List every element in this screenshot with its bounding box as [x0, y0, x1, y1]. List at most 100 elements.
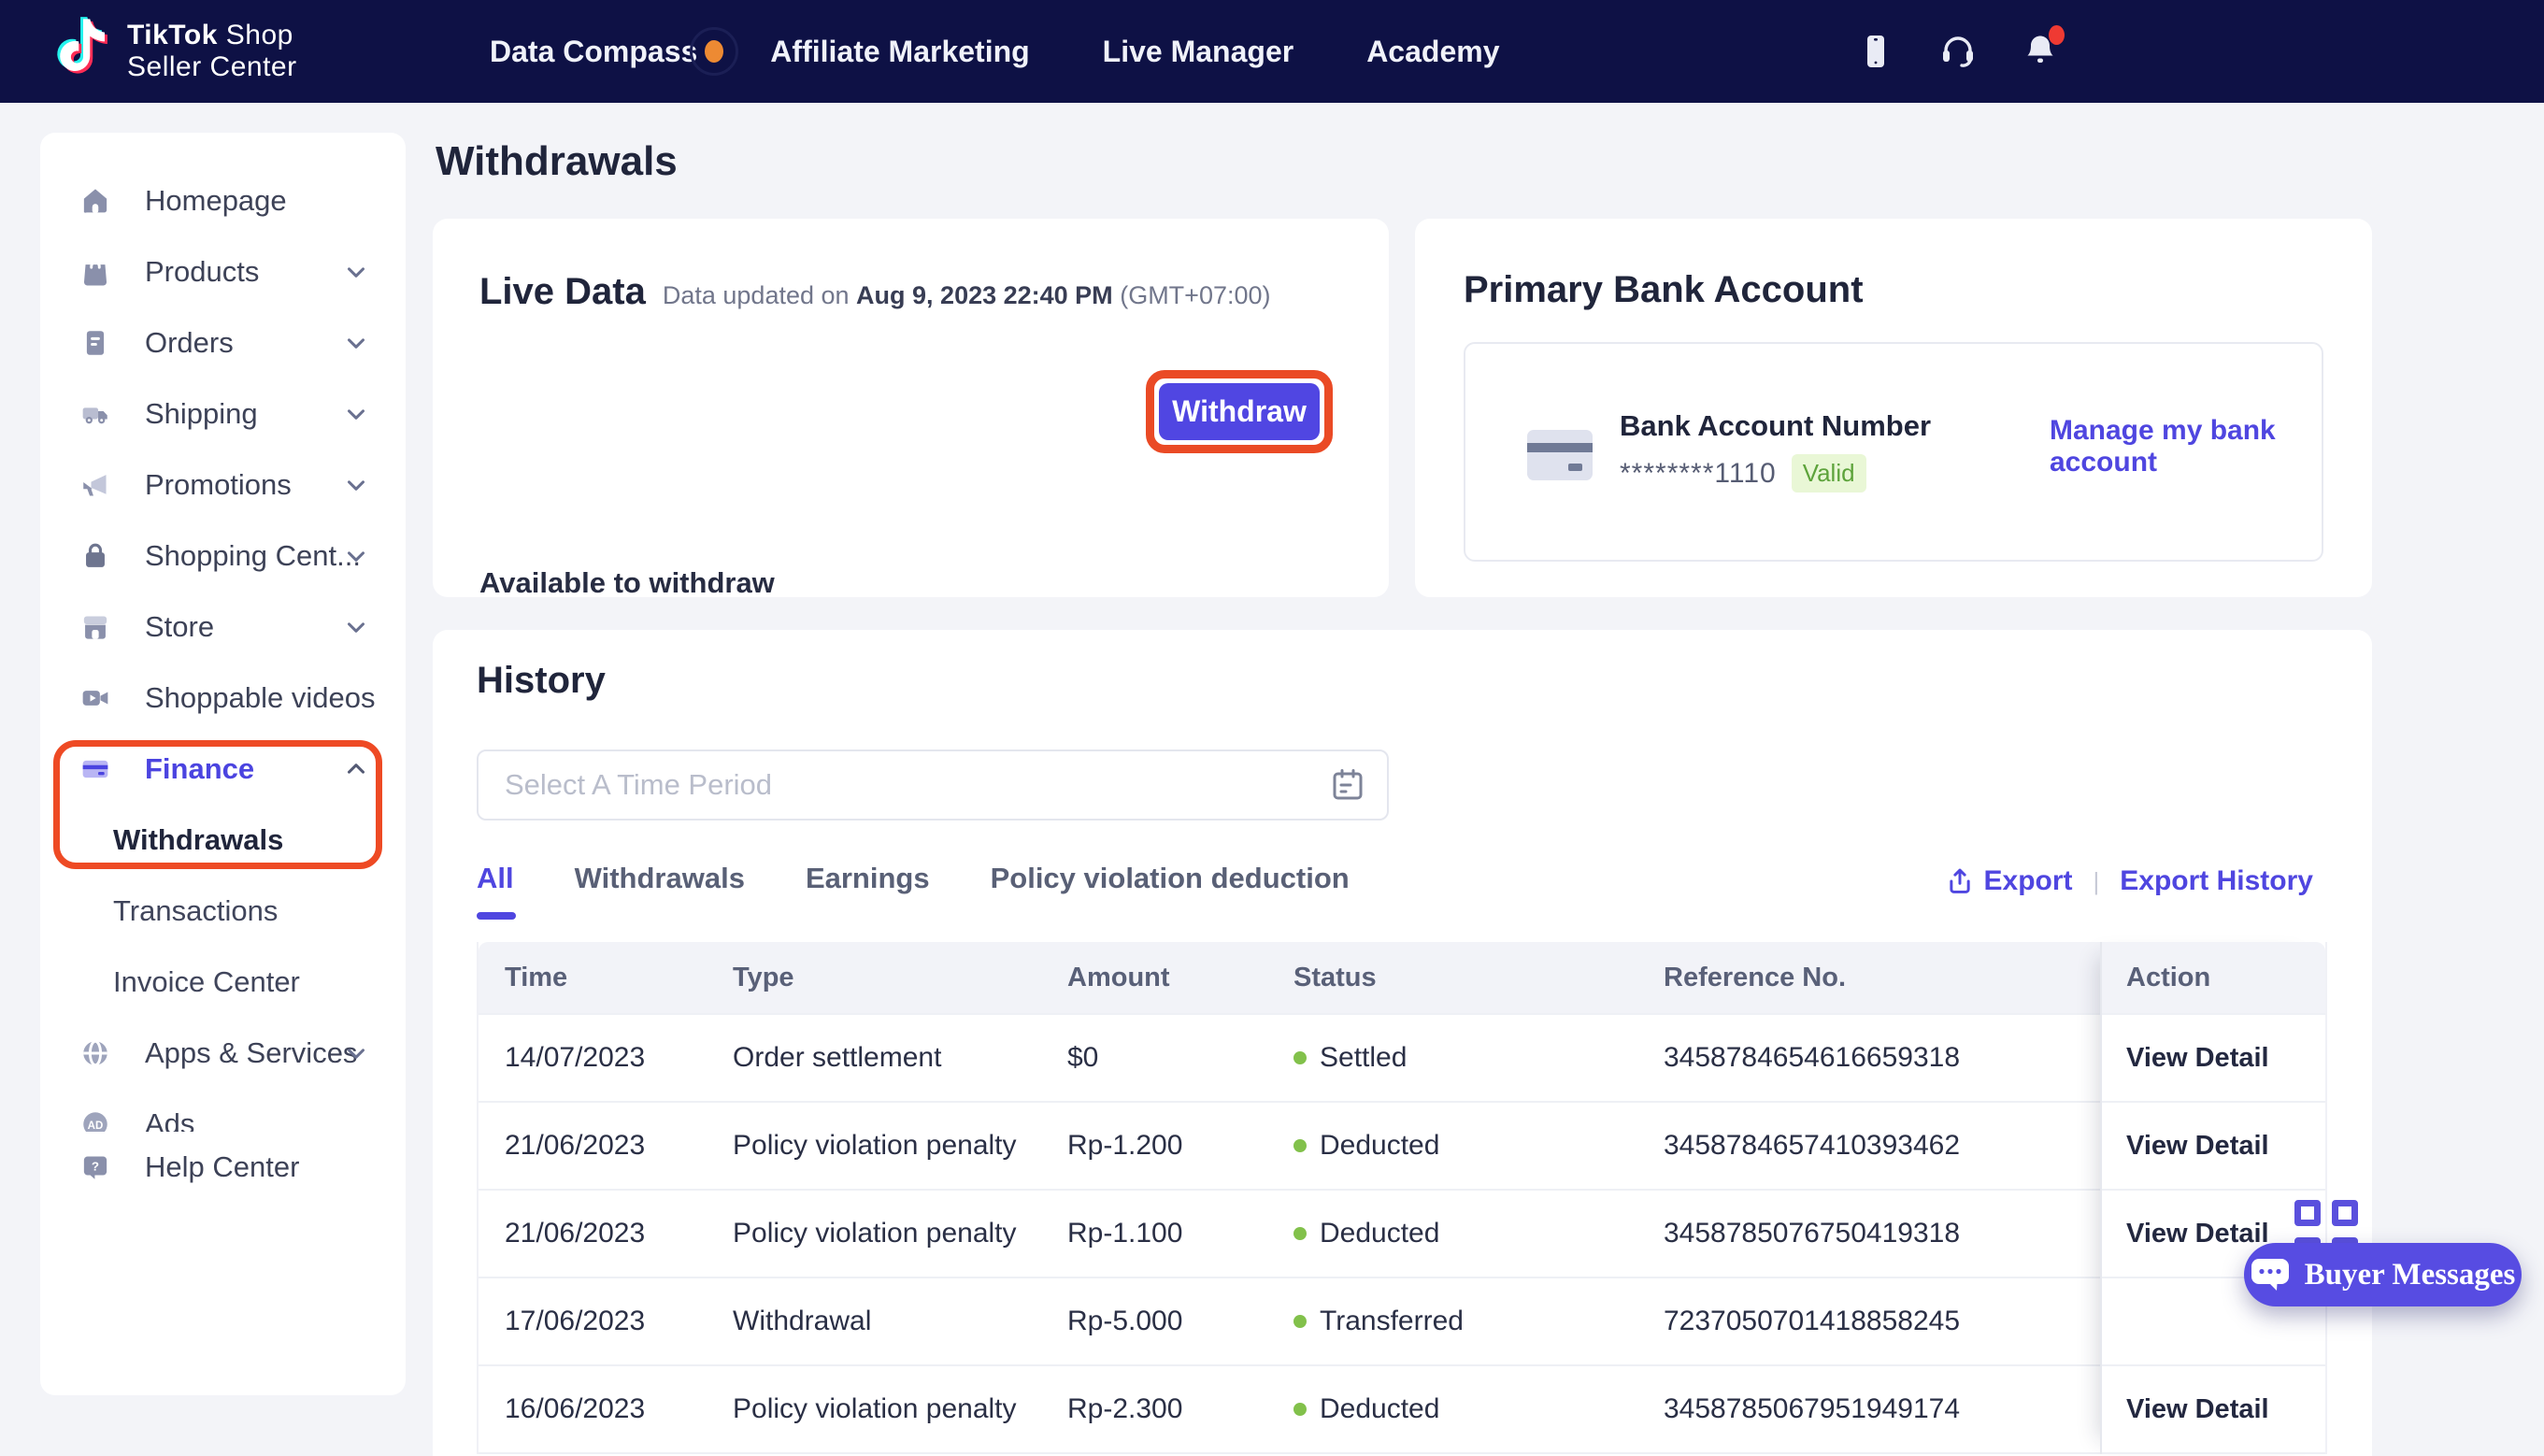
chevron-down-icon	[348, 1049, 364, 1059]
view-detail-link[interactable]: View Detail	[2126, 1130, 2269, 1161]
sidebar-item-orders[interactable]: Orders	[40, 307, 406, 378]
nav-live-manager[interactable]: Live Manager	[1102, 34, 1294, 68]
chevron-down-icon	[348, 480, 364, 491]
cell-time: 17/06/2023	[505, 1306, 646, 1336]
sidebar-item-apps-services[interactable]: Apps & Services	[40, 1018, 406, 1089]
sidebar-item-finance[interactable]: Finance	[40, 734, 406, 805]
orders-doc-icon	[86, 331, 105, 355]
export-button[interactable]: Export	[1945, 865, 2073, 897]
table-row: 21/06/2023 Policy violation penalty Rp-1…	[479, 1191, 2325, 1278]
sidebar-item-shipping[interactable]: Shipping	[40, 378, 406, 450]
export-actions: Export | Export History	[1945, 865, 2313, 897]
help-icon: ?	[83, 1156, 107, 1179]
cell-reference: 7237050701418858245	[1664, 1306, 1961, 1336]
col-status: Status	[1293, 962, 1377, 992]
notifications-bell-icon[interactable]	[2020, 25, 2065, 72]
products-bag-icon	[83, 261, 107, 286]
tab-earnings[interactable]: Earnings	[805, 862, 930, 894]
history-title: History	[477, 660, 606, 701]
col-action: Action	[2126, 962, 2211, 992]
cell-status: Deducted	[1267, 1130, 1637, 1162]
primary-bank-account-card: Primary Bank Account Bank Account Number…	[1415, 219, 2372, 597]
col-time: Time	[505, 962, 568, 992]
status-dot	[1293, 1051, 1307, 1064]
cell-type: Order settlement	[733, 1042, 942, 1073]
sidebar-item-store[interactable]: Store	[40, 592, 406, 663]
support-headset-icon[interactable]	[1937, 31, 1979, 72]
cell-amount: Rp-2.300	[1067, 1393, 1183, 1424]
sidebar: Homepage Products Orders Shipping Promot…	[40, 133, 406, 1395]
bank-account-box: Bank Account Number ********1110 Valid M…	[1464, 342, 2323, 562]
new-feature-dot	[705, 40, 724, 63]
cell-reference: 3458785076750419318	[1664, 1218, 1961, 1249]
sidebar-item-products[interactable]: Products	[40, 236, 406, 307]
cell-time: 14/07/2023	[505, 1042, 646, 1073]
logo-seller-center: Seller Center	[127, 51, 297, 82]
sidebar-label: Help Center	[145, 1150, 300, 1183]
history-table: Time Type Amount Status Reference No. Ac…	[477, 942, 2327, 1454]
sidebar-label: Promotions	[145, 468, 292, 501]
cell-reference: 3458784654616659318	[1664, 1042, 1961, 1073]
cell-reference: 3458784657410393462	[1664, 1130, 1961, 1161]
live-data-title: Live Data	[479, 271, 646, 312]
sidebar-item-homepage[interactable]: Homepage	[40, 165, 406, 236]
sidebar-item-invoice-center[interactable]: Invoice Center	[40, 947, 406, 1018]
masked-account-number: ********1110	[1620, 457, 1777, 489]
nav-affiliate-marketing[interactable]: Affiliate Marketing	[770, 34, 1030, 68]
available-to-withdraw-label: Available to withdraw	[479, 566, 775, 599]
nav-academy[interactable]: Academy	[1366, 34, 1500, 68]
sidebar-item-ads[interactable]: AD Ads	[40, 1089, 406, 1132]
tiktok-shop-logo[interactable]: TikTok Shop Seller Center	[54, 13, 297, 90]
withdraw-button[interactable]: Withdraw	[1159, 383, 1320, 440]
bank-card-title: Primary Bank Account	[1464, 269, 1864, 310]
table-row: 21/06/2023 Policy violation penalty Rp-1…	[479, 1103, 2325, 1191]
export-history-button[interactable]: Export History	[2120, 865, 2313, 896]
bank-account-number-label: Bank Account Number	[1620, 409, 1932, 442]
time-period-field	[477, 749, 1389, 821]
table-row: 17/06/2023 Withdrawal Rp-5.000 Transferr…	[479, 1278, 2325, 1366]
tab-policy-violation-deduction[interactable]: Policy violation deduction	[990, 862, 1350, 894]
mobile-app-icon[interactable]	[1855, 31, 1896, 72]
video-camera-icon	[82, 691, 108, 706]
sidebar-item-help-center[interactable]: ? Help Center	[40, 1132, 406, 1203]
status-dot	[1293, 1315, 1307, 1328]
time-period-input[interactable]	[477, 749, 1389, 821]
sidebar-label: Orders	[145, 326, 234, 359]
chat-bubble-icon	[2251, 1259, 2289, 1291]
finance-card-icon	[82, 760, 108, 778]
sidebar-item-transactions[interactable]: Transactions	[40, 876, 406, 947]
sidebar-label: Shopping Cent...	[145, 539, 361, 572]
cell-type: Policy violation penalty	[733, 1130, 1017, 1161]
top-navbar: TikTok Shop Seller Center Data Compass A…	[0, 0, 2544, 103]
status-dot	[1293, 1227, 1307, 1240]
cell-status: Transferred	[1267, 1306, 1637, 1337]
sidebar-item-shopping-center[interactable]: Shopping Cent...	[40, 521, 406, 592]
svg-text:AD: AD	[88, 1121, 104, 1132]
nav-data-compass[interactable]: Data Compass	[490, 27, 739, 76]
sidebar-item-withdrawals[interactable]: Withdrawals	[40, 805, 406, 876]
export-upload-icon	[1949, 868, 1970, 893]
cell-time: 21/06/2023	[505, 1218, 646, 1249]
sidebar-label: Transactions	[113, 894, 279, 927]
sidebar-label: Shoppable videos	[145, 681, 376, 714]
notification-badge	[2049, 25, 2065, 45]
sidebar-item-shoppable-videos[interactable]: Shoppable videos	[40, 663, 406, 734]
status-dot	[1293, 1139, 1307, 1152]
page-title: Withdrawals	[436, 138, 678, 184]
cell-type: Withdrawal	[733, 1306, 872, 1336]
tab-withdrawals[interactable]: Withdrawals	[574, 862, 745, 894]
updated-time: Aug 9, 2023 22:40 PM	[856, 281, 1113, 309]
manage-bank-account-link[interactable]: Manage my bank account	[2050, 415, 2276, 478]
tab-all[interactable]: All	[477, 862, 516, 920]
buyer-messages-button[interactable]: Buyer Messages	[2244, 1243, 2522, 1306]
view-detail-link[interactable]: View Detail	[2126, 1042, 2269, 1073]
shopping-center-lock-icon	[86, 543, 105, 567]
live-data-card: Live Data Data updated on Aug 9, 2023 22…	[433, 219, 1389, 768]
cell-reference: 3458785067951949174	[1664, 1393, 1961, 1424]
view-detail-link[interactable]: View Detail	[2126, 1218, 2269, 1249]
globe-icon	[83, 1039, 107, 1067]
sidebar-item-promotions[interactable]: Promotions	[40, 450, 406, 521]
table-row: 16/06/2023 Policy violation penalty Rp-2…	[479, 1366, 2325, 1454]
sidebar-label: Invoice Center	[113, 965, 300, 998]
view-detail-link[interactable]: View Detail	[2126, 1393, 2269, 1424]
